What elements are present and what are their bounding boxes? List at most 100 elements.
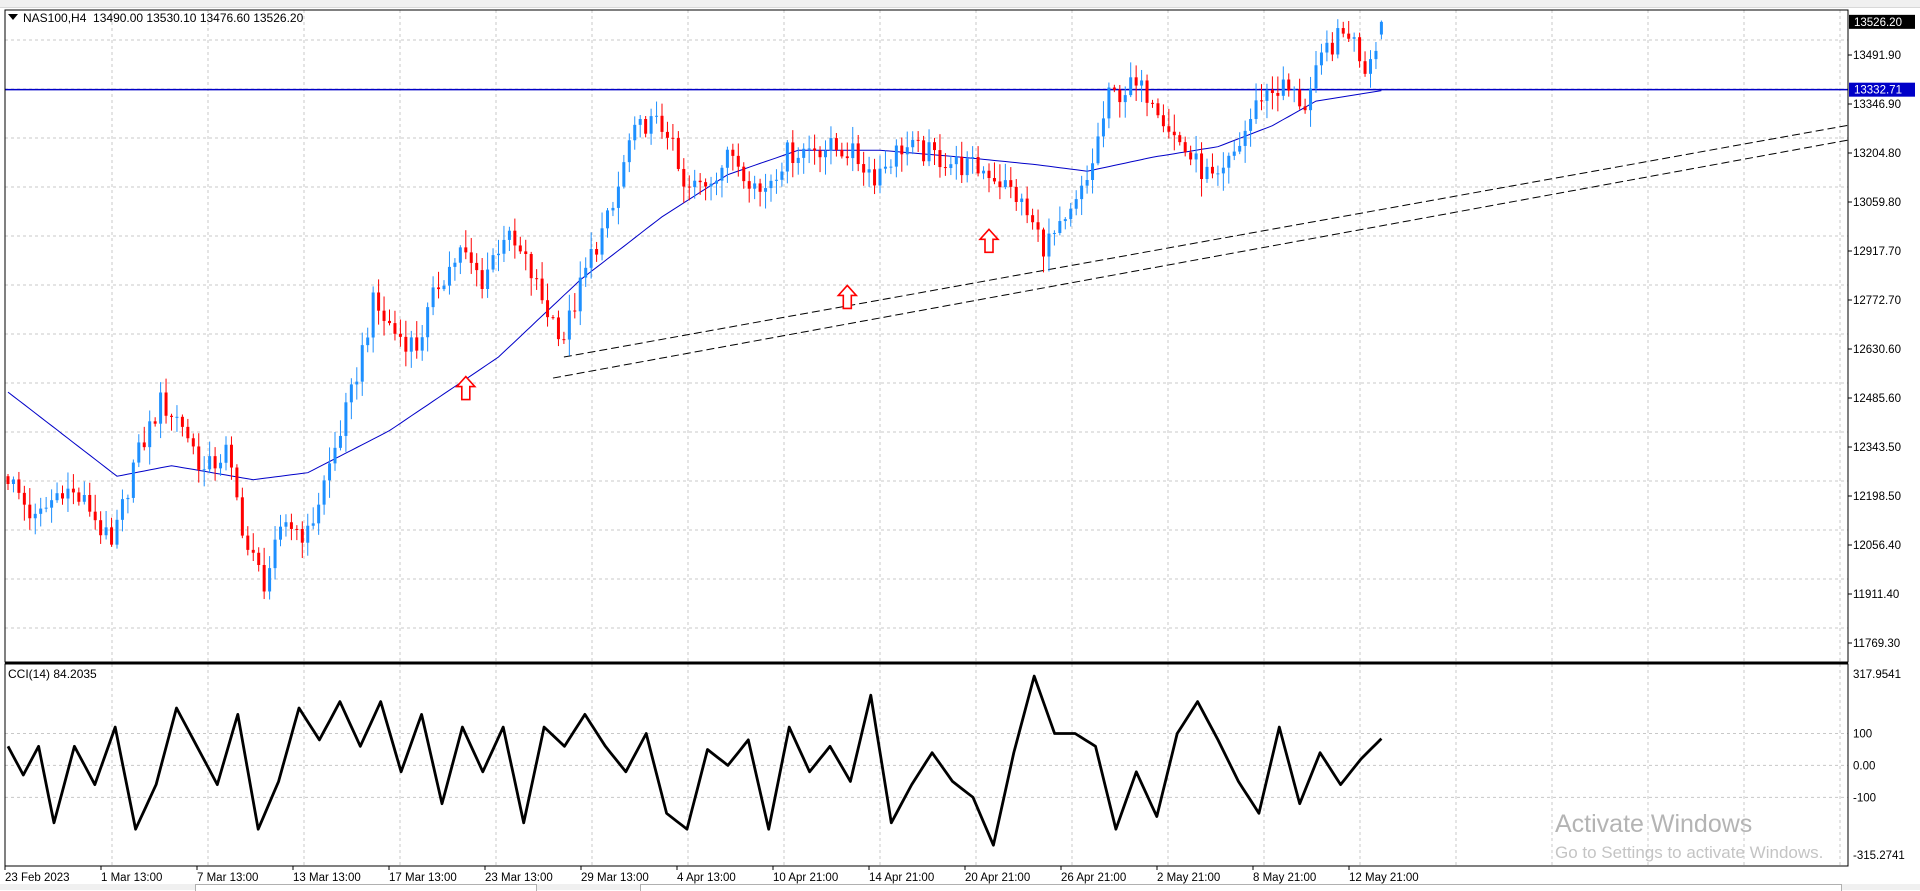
activate-windows-watermark: Activate Windows xyxy=(1555,810,1753,838)
candle xyxy=(1178,131,1182,146)
main-grid xyxy=(5,10,1848,662)
time-tick-label: 14 Apr 21:00 xyxy=(869,872,934,884)
candle-body xyxy=(420,337,424,351)
cci-tick-label: -315.2741 xyxy=(1853,850,1905,862)
candle xyxy=(785,140,789,184)
candle xyxy=(175,405,179,432)
time-tick-label: 20 Apr 21:00 xyxy=(965,872,1030,884)
candle-body xyxy=(1249,119,1253,131)
candle-body xyxy=(747,181,751,189)
candle xyxy=(595,241,599,262)
candle xyxy=(431,276,435,316)
up-arrow-icon xyxy=(455,375,477,401)
candle xyxy=(480,258,484,299)
candle-body xyxy=(170,415,173,417)
candle xyxy=(279,514,282,547)
candle-body xyxy=(709,183,713,187)
time-tick-label: 10 Apr 21:00 xyxy=(773,872,838,884)
chart-tab-1[interactable] xyxy=(195,884,537,891)
candle xyxy=(704,178,708,201)
candle xyxy=(1123,86,1127,118)
candle-body xyxy=(524,251,528,255)
time-tick-label: 4 Apr 13:00 xyxy=(677,872,736,884)
candle xyxy=(720,165,724,198)
candle-body xyxy=(110,527,114,545)
candle-body xyxy=(1178,135,1182,143)
candle xyxy=(916,131,920,153)
candle xyxy=(420,324,424,361)
candle-body xyxy=(322,480,326,505)
candle xyxy=(1319,43,1323,75)
candle xyxy=(780,162,784,187)
candle xyxy=(306,513,310,556)
candle-body xyxy=(878,168,882,186)
candle-body xyxy=(1379,21,1383,35)
candle xyxy=(355,367,359,400)
candle xyxy=(878,155,882,194)
candle-body xyxy=(66,488,70,499)
candle-body xyxy=(1319,52,1323,66)
candle-body xyxy=(377,292,381,311)
candle xyxy=(208,441,212,474)
candle-body xyxy=(344,402,348,436)
candle-body xyxy=(469,252,473,263)
candle xyxy=(126,494,130,514)
candle-body xyxy=(295,528,299,530)
chart-tab-2[interactable] xyxy=(640,884,1842,891)
time-axis[interactable]: 23 Feb 2023 1 Mar 13:00 7 Mar 13:00 13 Mar … xyxy=(4,866,1419,884)
candle xyxy=(502,225,506,262)
time-tick-label: 23 Mar 13:00 xyxy=(485,872,553,884)
candle xyxy=(725,146,729,183)
candle-body xyxy=(409,337,413,352)
candle-body xyxy=(1254,100,1258,120)
candle xyxy=(862,151,866,186)
candle xyxy=(1167,108,1171,139)
candle-body xyxy=(257,552,261,566)
candle xyxy=(1020,193,1024,216)
candle-body xyxy=(687,186,691,188)
candle-body xyxy=(208,456,212,470)
candle xyxy=(1052,230,1056,246)
candle-body xyxy=(393,323,397,334)
candle-body xyxy=(655,115,659,117)
candle xyxy=(589,232,593,279)
chart-menu-triangle-icon[interactable] xyxy=(8,14,18,20)
candle xyxy=(1101,101,1105,148)
candle xyxy=(851,126,855,172)
candle-body xyxy=(982,170,986,174)
candle-body xyxy=(1347,33,1351,39)
candle xyxy=(1369,50,1372,88)
candle xyxy=(1254,83,1258,124)
candle xyxy=(1074,190,1078,216)
candle-body xyxy=(1216,173,1220,175)
candle xyxy=(769,174,773,202)
candle xyxy=(1080,175,1084,216)
price-axis[interactable]: 13491.90 13346.90 13204.80 13059.80 12917.70… xyxy=(1848,14,1915,650)
candle xyxy=(731,143,735,171)
candle-body xyxy=(1118,89,1122,103)
time-tick-label: 23 Feb 2023 xyxy=(5,872,70,884)
cci-axis[interactable]: 317.9541 100 0.00 -100 -315.2741 xyxy=(1853,669,1905,862)
candle-body xyxy=(268,568,272,592)
candle-body xyxy=(665,131,669,138)
candle-body xyxy=(578,277,582,312)
candle xyxy=(573,293,577,319)
candle xyxy=(1298,78,1302,110)
candle-body xyxy=(943,167,947,169)
trendline-group[interactable] xyxy=(552,124,1848,379)
candle xyxy=(284,514,288,537)
candle-body xyxy=(725,149,729,168)
price-tick-label: 13346.90 xyxy=(1853,99,1901,111)
candle xyxy=(257,547,261,572)
candle-body xyxy=(1358,37,1362,62)
cci-tick-label: 100 xyxy=(1853,729,1872,741)
arrow-markers-group[interactable] xyxy=(455,228,1000,401)
candle-body xyxy=(61,493,64,499)
candle xyxy=(1172,114,1176,151)
candle xyxy=(611,201,615,217)
candle-body xyxy=(834,138,838,150)
candle xyxy=(300,521,304,559)
candle xyxy=(1085,165,1089,194)
candle-body xyxy=(382,310,386,321)
